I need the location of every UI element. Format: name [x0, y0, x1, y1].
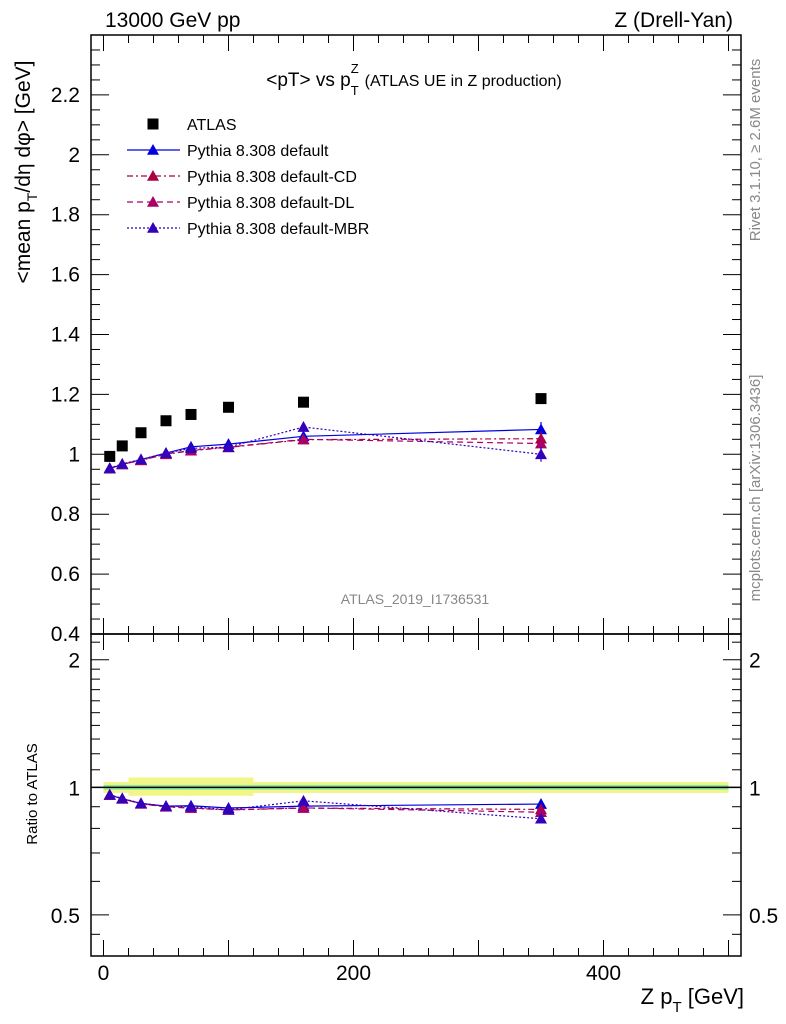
ratio-plot-frame: 0 200 400 0.5 0.5 1 1 2 2 — [51, 633, 778, 985]
series-4-point — [185, 442, 197, 454]
series-1-point — [535, 423, 547, 435]
x-tick-label: 0 — [98, 962, 110, 985]
y-tick-label: 0.6 — [51, 563, 80, 586]
ratio-frame-border — [90, 633, 742, 957]
header-left: 13000 GeV pp — [105, 9, 240, 32]
series-3-point — [297, 433, 310, 445]
series-4-ratio-point — [185, 800, 197, 812]
y-tick-label: 0.8 — [51, 503, 80, 526]
legend-series-label: Pythia 8.308 default-MBR — [187, 221, 369, 238]
y-axis-label: <mean pT/dη dφ> [GeV] — [12, 61, 40, 284]
series-1-line — [109, 428, 542, 470]
analysis-watermark: ATLAS_2019_I1736531 — [341, 591, 490, 607]
series-4-ratio-point — [535, 812, 547, 824]
ratio-y-tick-label: 1 — [68, 777, 80, 800]
data-point — [135, 427, 147, 439]
series-4-ratio-point — [222, 803, 235, 815]
xlabel-sub: T — [672, 999, 681, 1016]
legend-series-label: Pythia 8.308 default-CD — [187, 169, 357, 186]
ratio-series-layer — [103, 788, 547, 824]
y-tick-label: 1 — [68, 443, 80, 466]
series-4-line — [109, 426, 542, 469]
legend-data-label: ATLAS — [187, 117, 237, 134]
series-2-line — [109, 438, 542, 469]
y-tick-label: 2.2 — [51, 84, 80, 107]
series-1-ratio-line — [109, 794, 542, 809]
ratio-y-tick-label-right: 1 — [749, 777, 761, 800]
ylabel-sub: T — [24, 192, 40, 201]
chart-title: <pT> vs pTZ (ATLAS UE in Z production) — [266, 61, 562, 98]
ratio-y-tick-label-right: 0.5 — [749, 905, 778, 928]
ratio-uncertainty-band — [91, 777, 741, 796]
ratio-y-axis-label: Ratio to ATLAS — [24, 743, 41, 844]
header-right: Z (Drell-Yan) — [614, 9, 733, 32]
xlabel-post: [GeV] — [682, 984, 744, 1009]
y-tick-label: 2 — [68, 144, 80, 167]
ylabel-pre: <mean p — [12, 201, 35, 283]
ylabel-post: /dη dφ> [GeV] — [12, 61, 35, 193]
x-tick-label: 200 — [336, 962, 371, 985]
title-main: <pT> vs p — [266, 70, 351, 91]
mcplots-label: mcplots.cern.ch [arXiv:1306.3436] — [747, 375, 764, 602]
y-tick-label: 1.8 — [51, 204, 80, 227]
series-4-ratio-point — [135, 797, 147, 809]
legend-series-marker — [147, 170, 159, 181]
main-series-layer — [103, 393, 547, 474]
series-3-point — [535, 437, 547, 449]
data-point — [223, 401, 234, 413]
data-point — [104, 450, 116, 462]
series-4-point — [160, 447, 172, 458]
y-tick-label: 1.2 — [51, 383, 80, 406]
data-point — [160, 415, 172, 427]
legend: ATLAS Pythia 8.308 default Pythia 8.308 de… — [127, 117, 369, 238]
legend-entry-series-4: Pythia 8.308 default-MBR — [127, 221, 369, 238]
legend-entry-series-2: Pythia 8.308 default-CD — [127, 169, 357, 186]
x-axis-label: Z pT [GeV] — [641, 984, 744, 1016]
rivet-label: Rivet 3.1.10, ≥ 2.6M events — [747, 59, 764, 242]
series-4-point — [135, 453, 147, 465]
y-tick-label: 1.6 — [51, 264, 80, 287]
x-tick-label: 400 — [586, 962, 621, 985]
title-rest: (ATLAS UE in Z production) — [365, 73, 562, 90]
series-4-ratio-point — [297, 794, 310, 806]
legend-entry-series-3: Pythia 8.308 default-DL — [127, 195, 354, 212]
data-point — [298, 396, 309, 408]
series-3-line — [109, 438, 542, 469]
ratio-y-tick-label-right: 2 — [749, 650, 761, 673]
ratio-y-tick-label: 2 — [68, 650, 80, 673]
series-3-ratio-point — [297, 801, 310, 813]
series-4-point — [222, 441, 235, 452]
ratio-y-tick-label: 0.5 — [51, 905, 80, 928]
series-3-ratio-point — [535, 806, 547, 818]
legend-series-label: Pythia 8.308 default — [187, 143, 329, 160]
series-4-point — [103, 462, 116, 473]
legend-series-marker — [147, 222, 159, 233]
data-point — [116, 440, 128, 452]
title-sub: T — [351, 83, 359, 98]
series-4-ratio-point — [160, 800, 172, 811]
data-point — [535, 393, 547, 405]
series-4-point — [297, 421, 310, 432]
series-4-point — [535, 448, 547, 460]
legend-entry-series-1: Pythia 8.308 default — [127, 143, 329, 160]
legend-series-marker — [147, 144, 159, 155]
legend-entry-data: ATLAS — [147, 117, 237, 134]
legend-series-label: Pythia 8.308 default-DL — [187, 195, 354, 212]
series-4-point — [116, 457, 129, 469]
series-4-ratio-point — [116, 792, 129, 804]
data-point — [185, 408, 197, 420]
xlabel-pre: Z p — [641, 984, 673, 1009]
main-plot-frame: 0.4 0.6 0.8 1 1.2 1.4 1.6 1.8 2 2.2 — [51, 34, 742, 646]
legend-series-marker — [147, 196, 159, 207]
y-tick-label: 0.4 — [51, 623, 81, 646]
series-4-ratio-point — [103, 788, 116, 800]
series-3-ratio-line — [109, 794, 542, 813]
legend-data-marker — [147, 118, 159, 130]
y-tick-label: 1.4 — [51, 324, 81, 347]
title-sup: Z — [351, 61, 359, 76]
